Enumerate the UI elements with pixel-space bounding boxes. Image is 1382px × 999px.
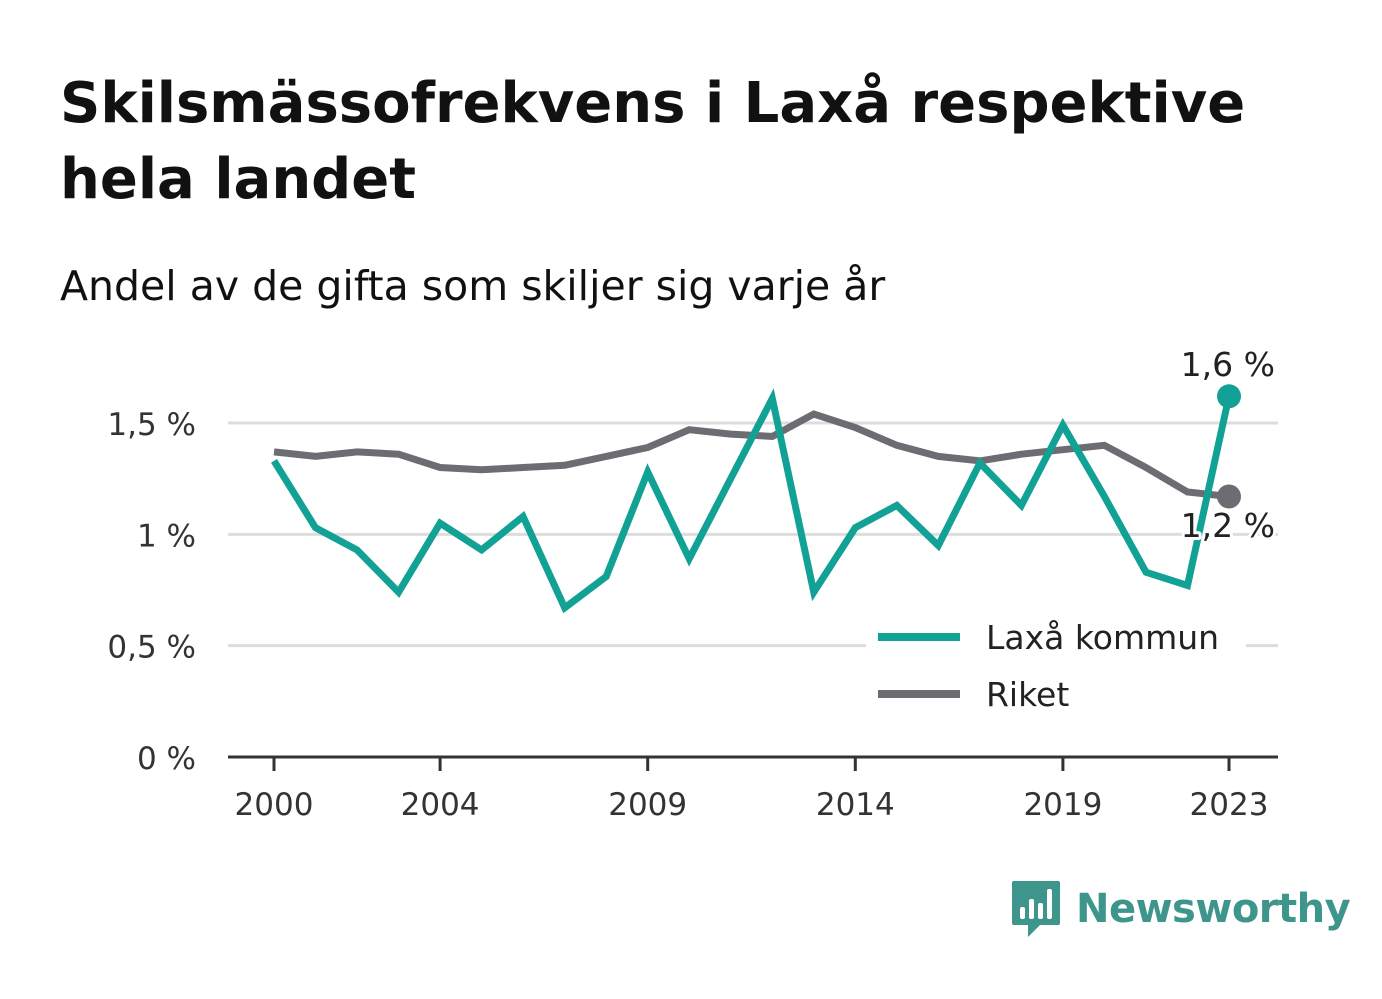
y-tick-label: 1 % [137,518,196,554]
series-line-laxa-kommun [271,388,1233,614]
brand-logo: Newsworthy [1010,878,1351,940]
end-point-laxa-kommun [1217,384,1241,409]
chart-title: Skilsmässofrekvens i Laxå respektive hel… [60,71,1246,212]
brand-name: Newsworthy [1076,886,1351,932]
x-tick-label: 2023 [1190,787,1269,823]
x-tick-label: 2009 [608,787,687,823]
legend-label: Laxå kommun [986,618,1219,657]
legend-background [866,612,1246,720]
x-tick-label: 2004 [401,787,480,823]
end-label-riket: 1,2 % [1181,506,1275,545]
y-tick-label: 0,5 % [107,630,196,666]
x-tick-label: 2000 [235,787,314,823]
end-label-laxa-kommun: 1,6 % [1181,345,1275,384]
y-tick-label: 1,5 % [107,407,196,443]
x-tick-label: 2019 [1023,787,1102,823]
y-tick-label: 0 % [137,741,196,777]
series-line-riket [273,410,1230,500]
legend-label: Riket [986,675,1069,714]
end-point-riket [1217,484,1241,509]
bar-chart-speech-bubble-icon [1012,881,1060,937]
x-tick-label: 2014 [816,787,895,823]
chart-subtitle: Andel av de gifta som skiljer sig varje … [60,262,886,310]
